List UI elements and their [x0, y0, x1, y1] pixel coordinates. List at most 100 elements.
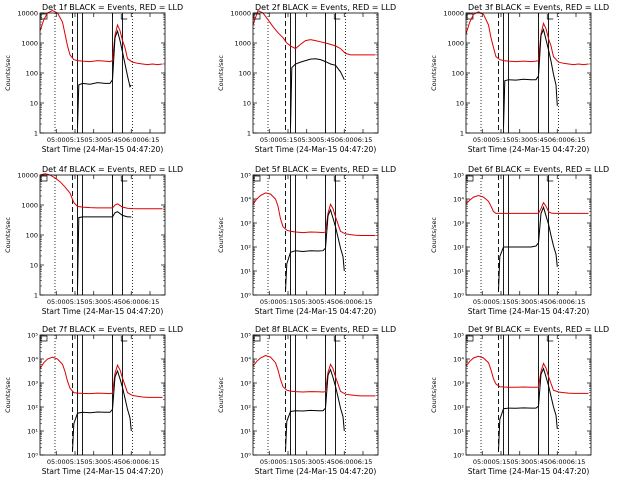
x-axis-label: Start Time (24-Mar-15 04:47:20)	[255, 467, 377, 476]
x-tick-label: 05:30	[297, 136, 316, 144]
corner-mark-right	[546, 176, 554, 182]
y-tick-label: 10⁵	[240, 172, 251, 180]
x-tick-label: 06:00	[122, 298, 141, 306]
corner-mark-left	[40, 175, 48, 182]
y-tick-label: 10⁵	[453, 172, 464, 180]
y-tick-label: 10000	[17, 172, 38, 180]
series-events-line	[290, 58, 345, 128]
plot-frame	[252, 334, 379, 456]
x-tick-label: 05:00	[260, 298, 279, 306]
y-tick-label: 10⁰	[240, 292, 251, 300]
y-axis-label: Counts/sec	[430, 217, 438, 253]
x-tick-label: 06:00	[335, 136, 354, 144]
y-tick-label: 10⁰	[240, 452, 251, 460]
x-tick-label: 05:45	[103, 298, 122, 306]
detector-panel-5: Det 5f BLACK = Events, RED = LLD Counts/s…	[217, 165, 396, 316]
series-lld-line	[252, 354, 376, 397]
series-lld-line	[465, 355, 589, 394]
panel-title: Det 8f BLACK = Events, RED = LLD	[255, 325, 396, 334]
x-tick-label: 05:30	[297, 298, 316, 306]
plot-frame	[252, 174, 379, 296]
y-tick-label: 10²	[240, 244, 251, 252]
x-tick-label: 05:45	[529, 136, 548, 144]
x-tick-label: 06:00	[548, 458, 567, 466]
y-tick-label: 10⁴	[453, 196, 464, 204]
panel-title: Det 5f BLACK = Events, RED = LLD	[255, 165, 396, 174]
y-axis-label: Counts/sec	[430, 55, 438, 91]
y-tick-label: 1000	[21, 202, 38, 210]
corner-mark-right	[546, 14, 554, 20]
detector-panel-4: Det 4f BLACK = Events, RED = LLD Counts/s…	[4, 165, 183, 316]
corner-mark-left	[40, 13, 48, 20]
x-tick-label: 05:30	[510, 298, 529, 306]
y-tick-label: 10¹	[453, 428, 464, 436]
plot-frame	[465, 12, 592, 134]
x-tick-label: 05:30	[84, 298, 103, 306]
series-events-line	[72, 369, 132, 451]
y-tick-label: 1	[460, 130, 464, 138]
x-tick-label: 05:15	[66, 298, 85, 306]
corner-mark-left	[253, 335, 261, 342]
x-tick-label: 06:15	[354, 136, 373, 144]
x-axis-label: Start Time (24-Mar-15 04:47:20)	[468, 307, 590, 316]
y-tick-label: 10⁵	[240, 332, 251, 340]
panel-title: Det 4f BLACK = Events, RED = LLD	[42, 165, 183, 174]
x-tick-label: 06:00	[335, 298, 354, 306]
series-events-line	[285, 208, 345, 291]
x-tick-label: 05:30	[510, 458, 529, 466]
y-tick-label: 10²	[453, 244, 464, 252]
x-tick-label: 05:30	[84, 136, 103, 144]
x-tick-label: 05:45	[529, 458, 548, 466]
detector-panel-3: Det 3f BLACK = Events, RED = LLD Counts/s…	[430, 3, 609, 154]
corner-mark-left	[466, 335, 474, 342]
corner-mark-right	[120, 14, 128, 20]
x-tick-label: 06:15	[567, 298, 586, 306]
x-axis-label: Start Time (24-Mar-15 04:47:20)	[468, 145, 590, 154]
series-events-line	[503, 28, 558, 128]
y-axis-label: Counts/sec	[217, 217, 225, 253]
series-lld-line	[39, 10, 163, 66]
panel-title: Det 1f BLACK = Events, RED = LLD	[42, 3, 183, 12]
series-lld-line	[252, 192, 376, 236]
x-tick-label: 05:00	[473, 458, 492, 466]
y-tick-label: 100	[239, 70, 251, 78]
x-tick-label: 06:15	[141, 298, 160, 306]
y-tick-label: 10000	[230, 10, 251, 18]
corner-mark-right	[120, 176, 128, 182]
y-axis-label: Counts/sec	[217, 377, 225, 413]
y-tick-label: 10	[456, 100, 464, 108]
corner-mark-left	[40, 335, 48, 342]
y-tick-label: 10	[30, 262, 38, 270]
y-axis-label: Counts/sec	[430, 377, 438, 413]
x-axis-label: Start Time (24-Mar-15 04:47:20)	[42, 307, 164, 316]
y-tick-label: 1000	[234, 40, 251, 48]
x-tick-label: 05:15	[279, 298, 298, 306]
y-tick-label: 10000	[17, 10, 38, 18]
series-events-line	[77, 211, 132, 290]
y-tick-label: 10¹	[27, 428, 38, 436]
x-tick-label: 05:00	[260, 136, 279, 144]
x-tick-label: 05:45	[316, 458, 335, 466]
y-tick-label: 10000	[443, 10, 464, 18]
x-tick-label: 06:15	[567, 136, 586, 144]
x-tick-label: 06:00	[548, 136, 567, 144]
panel-title: Det 2f BLACK = Events, RED = LLD	[255, 3, 396, 12]
x-tick-label: 05:45	[529, 298, 548, 306]
x-tick-label: 05:30	[297, 458, 316, 466]
series-lld-line	[252, 9, 376, 56]
y-tick-label: 10²	[240, 404, 251, 412]
corner-mark-left	[253, 13, 261, 20]
detector-panel-2: Det 2f BLACK = Events, RED = LLD Counts/s…	[217, 3, 396, 154]
x-tick-label: 06:15	[141, 458, 160, 466]
y-tick-label: 10³	[453, 220, 464, 228]
y-axis-label: Counts/sec	[217, 55, 225, 91]
x-tick-label: 05:15	[279, 136, 298, 144]
y-tick-label: 10³	[240, 380, 251, 388]
corner-mark-left	[466, 175, 474, 182]
plot-frame	[39, 12, 166, 134]
y-tick-label: 10	[243, 100, 251, 108]
x-tick-label: 05:45	[103, 458, 122, 466]
detector-panel-8: Det 8f BLACK = Events, RED = LLD Counts/s…	[217, 325, 396, 476]
detector-panel-9: Det 9f BLACK = Events, RED = LLD Counts/s…	[430, 325, 609, 476]
panel-title: Det 7f BLACK = Events, RED = LLD	[42, 325, 183, 334]
